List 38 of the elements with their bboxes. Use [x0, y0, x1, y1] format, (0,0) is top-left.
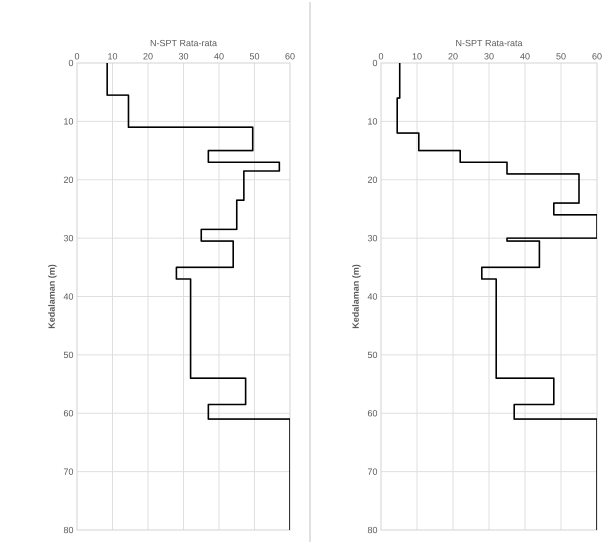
- x-tick-label: 20: [143, 53, 153, 60]
- x-tick-label: 10: [412, 53, 422, 60]
- x-tick-label: 50: [556, 53, 566, 60]
- line-series: [396, 63, 597, 530]
- y-tick-label: 60: [64, 410, 74, 416]
- y-tick-label: 50: [64, 352, 74, 358]
- y-tick-label: 40: [64, 293, 74, 300]
- y-tick-label: 50: [368, 352, 378, 358]
- y-tick-label: 20: [368, 176, 378, 183]
- y-tick-label: 60: [368, 410, 378, 416]
- x-tick-label: 30: [178, 53, 188, 60]
- x-tick-label: 10: [108, 53, 118, 60]
- y-tick-label: 10: [368, 118, 378, 125]
- y-tick-label: 70: [368, 468, 378, 475]
- x-tick-label: 30: [484, 53, 494, 60]
- x-tick-label: 0: [74, 53, 80, 60]
- y-axis-title: Kedalaman (m): [352, 264, 361, 328]
- y-tick-label: 70: [64, 468, 74, 475]
- y-tick-label: 0: [68, 60, 74, 66]
- x-tick-label: 40: [214, 53, 224, 60]
- y-tick-label: 40: [368, 293, 378, 300]
- y-tick-label: 80: [368, 526, 378, 534]
- y-tick-label: 10: [64, 118, 74, 125]
- y-tick-label: 30: [64, 234, 74, 242]
- x-tick-label: 50: [250, 53, 260, 60]
- x-tick-label: 60: [285, 53, 295, 60]
- x-tick-label: 60: [592, 53, 602, 60]
- x-axis-title: N-SPT Rata-rata: [150, 40, 217, 46]
- y-tick-label: 30: [368, 234, 378, 242]
- x-tick-label: 20: [448, 53, 458, 60]
- y-axis-title: Kedalaman (m): [48, 264, 57, 328]
- y-tick-label: 20: [64, 176, 74, 183]
- x-tick-label: 0: [378, 53, 384, 60]
- y-tick-label: 0: [372, 60, 378, 66]
- line-series: [106, 63, 290, 530]
- x-tick-label: 40: [520, 53, 530, 60]
- y-tick-label: 80: [64, 526, 74, 534]
- x-axis-title: N-SPT Rata-rata: [456, 40, 522, 46]
